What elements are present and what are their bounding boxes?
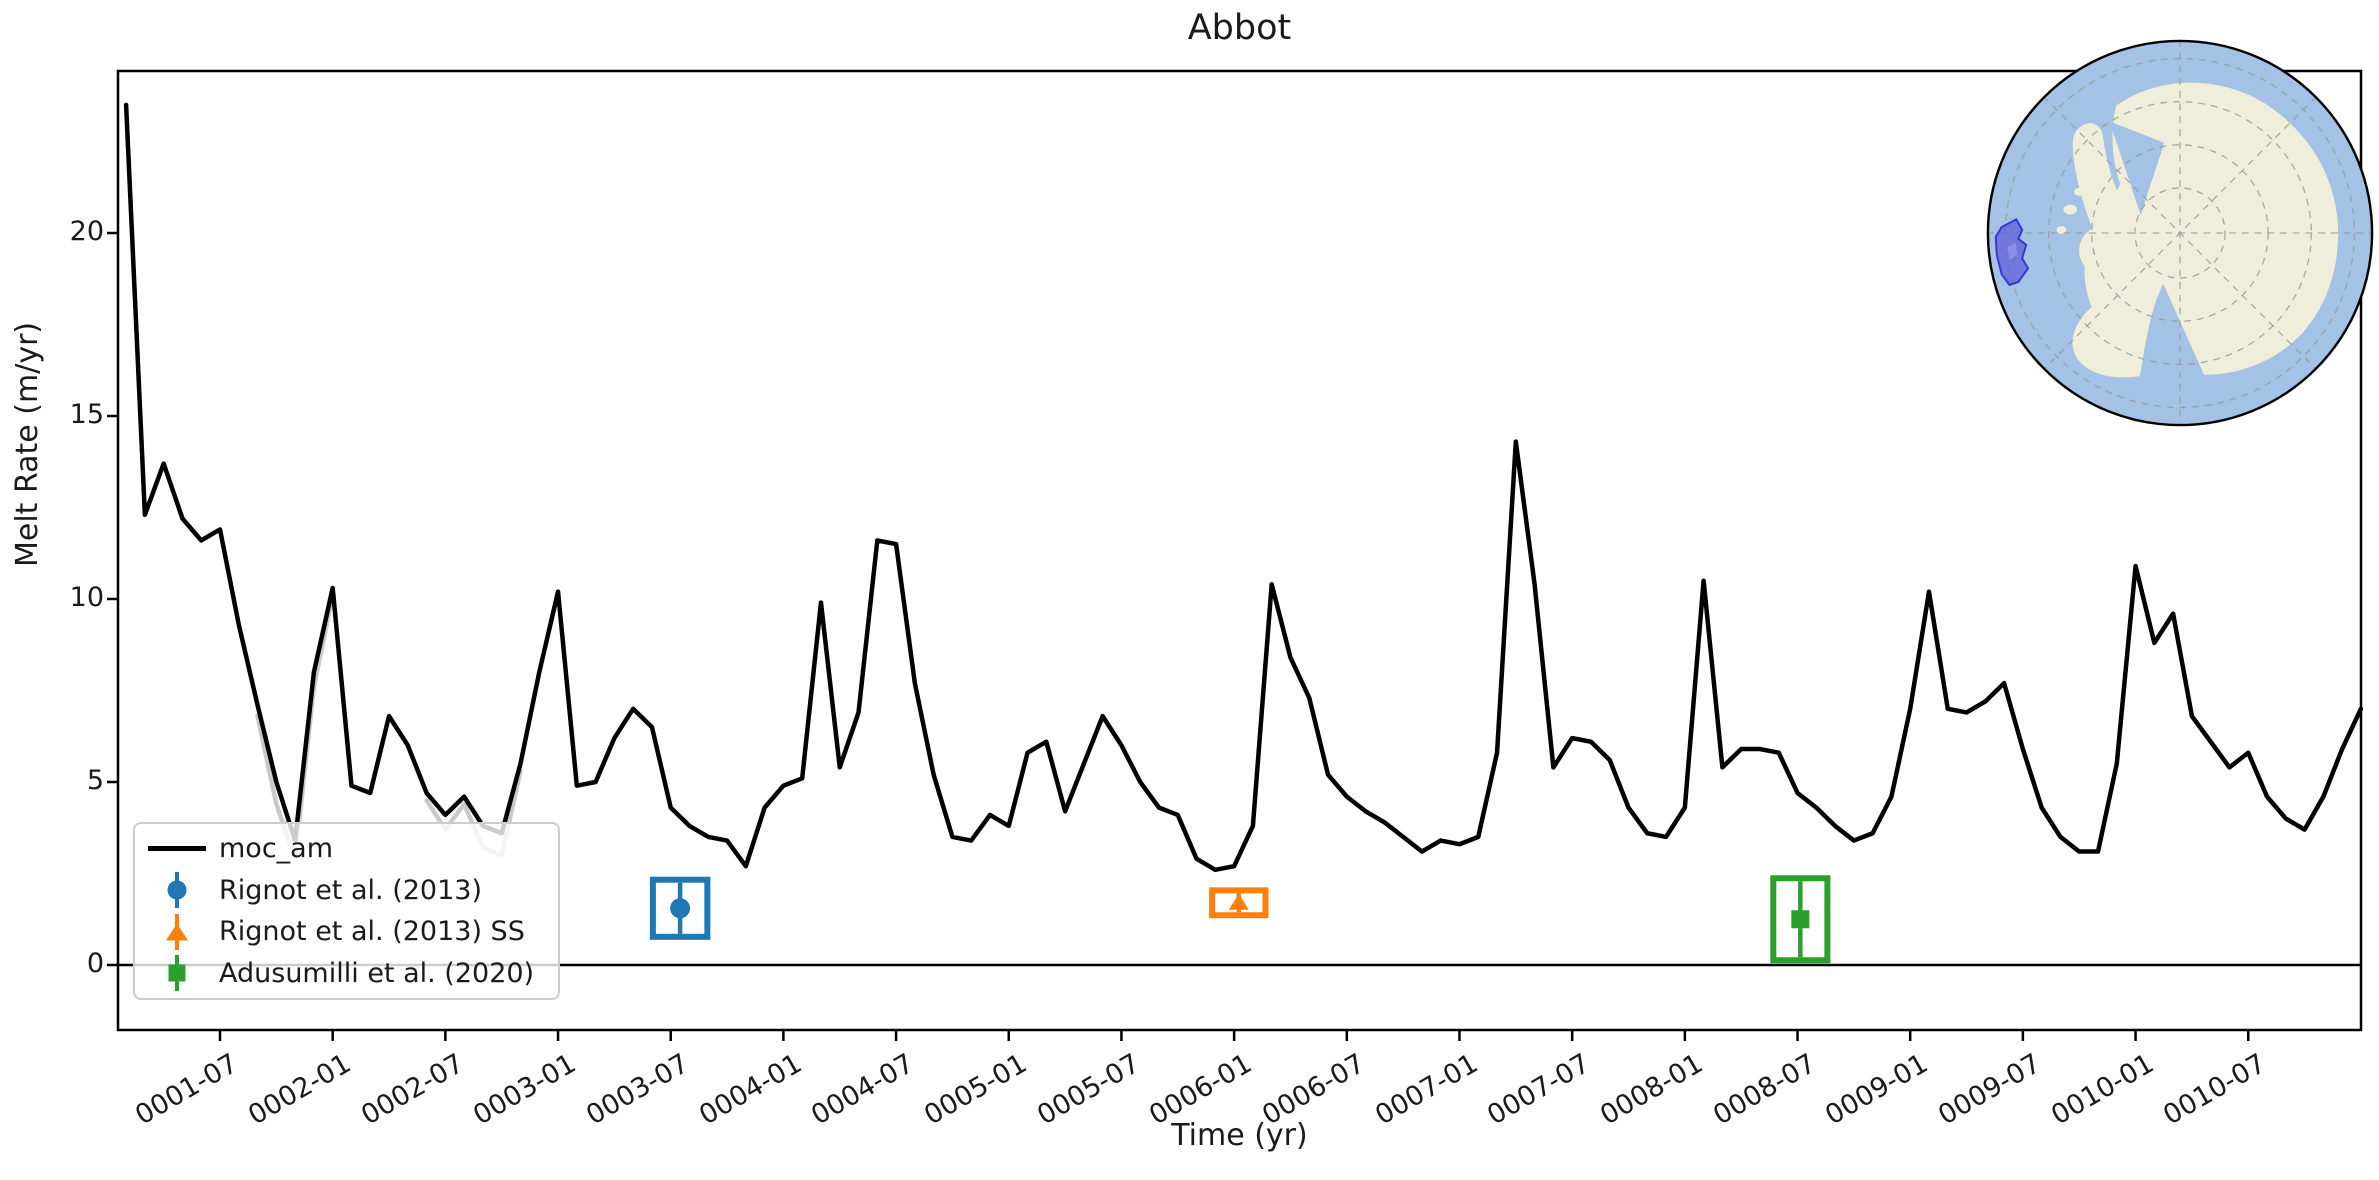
- y-tick-label: 20: [69, 216, 104, 247]
- map-border: [1986, 39, 2374, 427]
- legend-row: Adusumilli et al. (2020): [135, 953, 558, 993]
- page-title: Abbot: [1187, 8, 1292, 48]
- y-axis-label: Melt Rate (m/yr): [10, 321, 45, 567]
- error-box: [649, 876, 711, 940]
- map-graticule: [1987, 40, 2373, 426]
- marker-triangle: [1209, 887, 1269, 919]
- x-axis-label: Time (yr): [1171, 1118, 1308, 1153]
- triangle-swatch-icon: [135, 913, 219, 950]
- triangle-marker: [1228, 893, 1249, 910]
- legend-label: Adusumilli et al. (2020): [219, 957, 535, 989]
- marker-circle: [649, 876, 711, 940]
- legend-label: Rignot et al. (2013) SS: [219, 916, 525, 948]
- antarctica-inset-map: [1986, 39, 2374, 427]
- marker-square: [1770, 875, 1831, 964]
- legend-row: Rignot et al. (2013): [135, 870, 558, 910]
- y-tick-label: 0: [86, 948, 104, 979]
- square-marker: [1791, 910, 1810, 929]
- plot-frame: [116, 69, 2363, 1032]
- circle-marker: [670, 898, 691, 919]
- y-tick-label: 15: [69, 399, 104, 430]
- circle-swatch-icon: [135, 872, 219, 909]
- y-tick-label: 5: [86, 765, 104, 796]
- map-bays: [2109, 121, 2206, 382]
- legend-label: moc_am: [219, 833, 334, 865]
- legend-row: moc_am: [135, 829, 558, 869]
- abbot-region-polygon: [1994, 217, 2030, 287]
- line-swatch-icon: [135, 846, 219, 852]
- legend-row: Rignot et al. (2013) SS: [135, 912, 558, 952]
- square-swatch-icon: [135, 955, 219, 992]
- error-box: [1770, 875, 1831, 964]
- y-tick-label: 10: [69, 582, 104, 613]
- legend: moc_am Rignot et al. (2013) Rignot et al. …: [133, 822, 560, 1000]
- error-box: [1209, 887, 1269, 919]
- legend-label: Rignot et al. (2013): [219, 874, 482, 906]
